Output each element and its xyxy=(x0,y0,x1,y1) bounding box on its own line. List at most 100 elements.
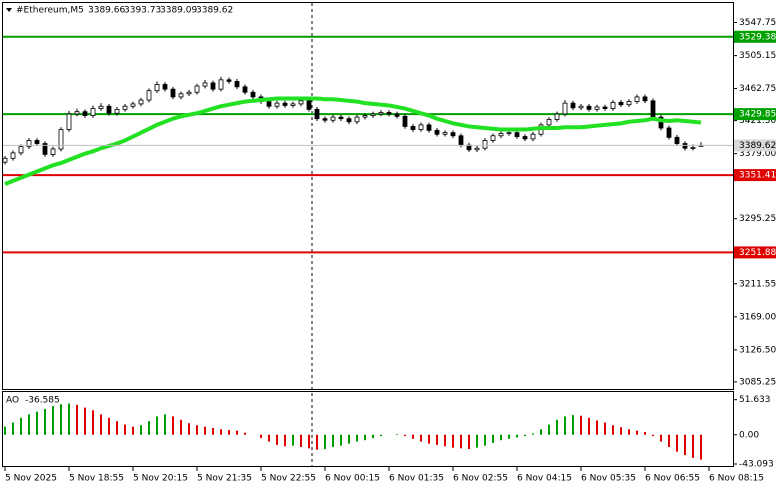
candle-body xyxy=(274,102,280,107)
symbol: #Ethereum,M5 xyxy=(16,6,84,16)
y-tick-label: 3379.00 xyxy=(739,149,776,159)
y-tick-label: 3547.75 xyxy=(739,18,776,28)
y-tick-label: 3295.25 xyxy=(739,214,776,224)
candle-body xyxy=(394,113,400,117)
candle-body xyxy=(242,86,248,93)
candle-body xyxy=(634,96,640,102)
candle-body xyxy=(250,91,256,98)
candle-body xyxy=(362,115,368,118)
header-ohlc: 3389.66 xyxy=(88,6,125,16)
candle-body xyxy=(546,119,552,126)
price-pane xyxy=(2,2,734,390)
candle-body xyxy=(666,127,672,138)
y-tick-label: 3505.15 xyxy=(739,51,776,61)
y-tick-label: 3211.55 xyxy=(739,279,776,289)
candle-body xyxy=(514,132,520,137)
candle-body xyxy=(522,136,528,140)
candle-body xyxy=(570,102,576,109)
candle-body xyxy=(378,112,384,115)
candle-body xyxy=(450,132,456,137)
moving-average xyxy=(4,96,702,186)
candle-body xyxy=(530,133,536,140)
candle-body xyxy=(562,102,568,115)
candle-body xyxy=(58,129,64,150)
y-tick-label: 3126.50 xyxy=(739,345,776,355)
ao-tick-label: 51.633 xyxy=(739,395,771,405)
candle-body xyxy=(162,84,168,90)
candle-body xyxy=(474,147,480,151)
y-tick-label: 3462.75 xyxy=(739,84,776,94)
candle-body xyxy=(490,135,496,141)
candle-body xyxy=(218,79,224,90)
candle-body xyxy=(578,105,584,109)
candle-body xyxy=(594,106,600,110)
x-tick-label: 6 Nov 08:15 xyxy=(709,474,764,484)
x-tick-label: 6 Nov 02:55 xyxy=(453,474,508,484)
candle-body xyxy=(498,133,504,137)
candle-body xyxy=(2,157,8,163)
x-tick-label: 5 Nov 2025 xyxy=(5,474,57,484)
candle-body xyxy=(170,88,176,98)
candle-body xyxy=(114,108,120,114)
candle-body xyxy=(34,140,40,144)
candle-body xyxy=(586,105,592,110)
candle-body xyxy=(42,143,48,155)
candle-body xyxy=(226,79,232,82)
level-label-bg xyxy=(734,246,776,259)
x-tick-label: 5 Nov 20:15 xyxy=(133,474,188,484)
x-tick-label: 6 Nov 06:55 xyxy=(645,474,700,484)
candle-body xyxy=(402,115,408,127)
candle-body xyxy=(554,113,560,120)
candle-body xyxy=(642,96,648,102)
candle-body xyxy=(194,85,200,93)
candle-body xyxy=(26,140,32,148)
candle-body xyxy=(506,132,512,135)
candle-body xyxy=(346,118,352,123)
candle-body xyxy=(138,99,144,105)
candle-body xyxy=(50,148,56,155)
candle-body xyxy=(282,102,288,106)
candle-body xyxy=(442,132,448,135)
candle-body xyxy=(130,103,136,107)
candle-body xyxy=(690,147,696,149)
ao-tick-label: 0.00 xyxy=(739,430,759,440)
candle-body xyxy=(298,100,304,105)
candle-body xyxy=(426,124,432,131)
candle-body xyxy=(186,91,192,95)
candle-body xyxy=(234,80,240,88)
candle-body xyxy=(74,111,80,115)
candle-body xyxy=(354,116,360,123)
candle-body xyxy=(626,101,632,106)
candle-body xyxy=(66,113,72,130)
price-label: 3389.62 xyxy=(739,141,776,151)
candle-body xyxy=(154,84,160,92)
candle-body xyxy=(610,101,616,109)
candle-body xyxy=(178,93,184,98)
candle-body xyxy=(434,129,440,135)
x-tick-label: 5 Nov 22:55 xyxy=(261,474,316,484)
candle-body xyxy=(330,116,336,121)
y-tick-label: 3169.00 xyxy=(739,312,776,322)
level-label: 3251.88 xyxy=(739,248,776,258)
candle-body xyxy=(146,90,152,101)
candle-body xyxy=(338,116,344,120)
header-ohlc: 3393.73 xyxy=(124,6,161,16)
candle-body xyxy=(306,100,312,110)
candle-body xyxy=(106,105,112,114)
candle-body xyxy=(290,103,296,106)
candle-body xyxy=(602,106,608,109)
candle-body xyxy=(202,82,208,87)
price-label-bg xyxy=(734,139,776,152)
candle-body xyxy=(266,101,272,107)
candle-body xyxy=(410,126,416,130)
candle-body xyxy=(650,100,656,118)
level-label-bg xyxy=(734,30,776,43)
ao-value: -36.585 xyxy=(25,396,60,406)
candle-body xyxy=(90,108,96,116)
candle-body xyxy=(322,118,328,121)
header-ohlc: 3389.09 xyxy=(160,6,197,16)
candle-body xyxy=(658,116,664,129)
level-label: 3429.85 xyxy=(739,110,776,120)
